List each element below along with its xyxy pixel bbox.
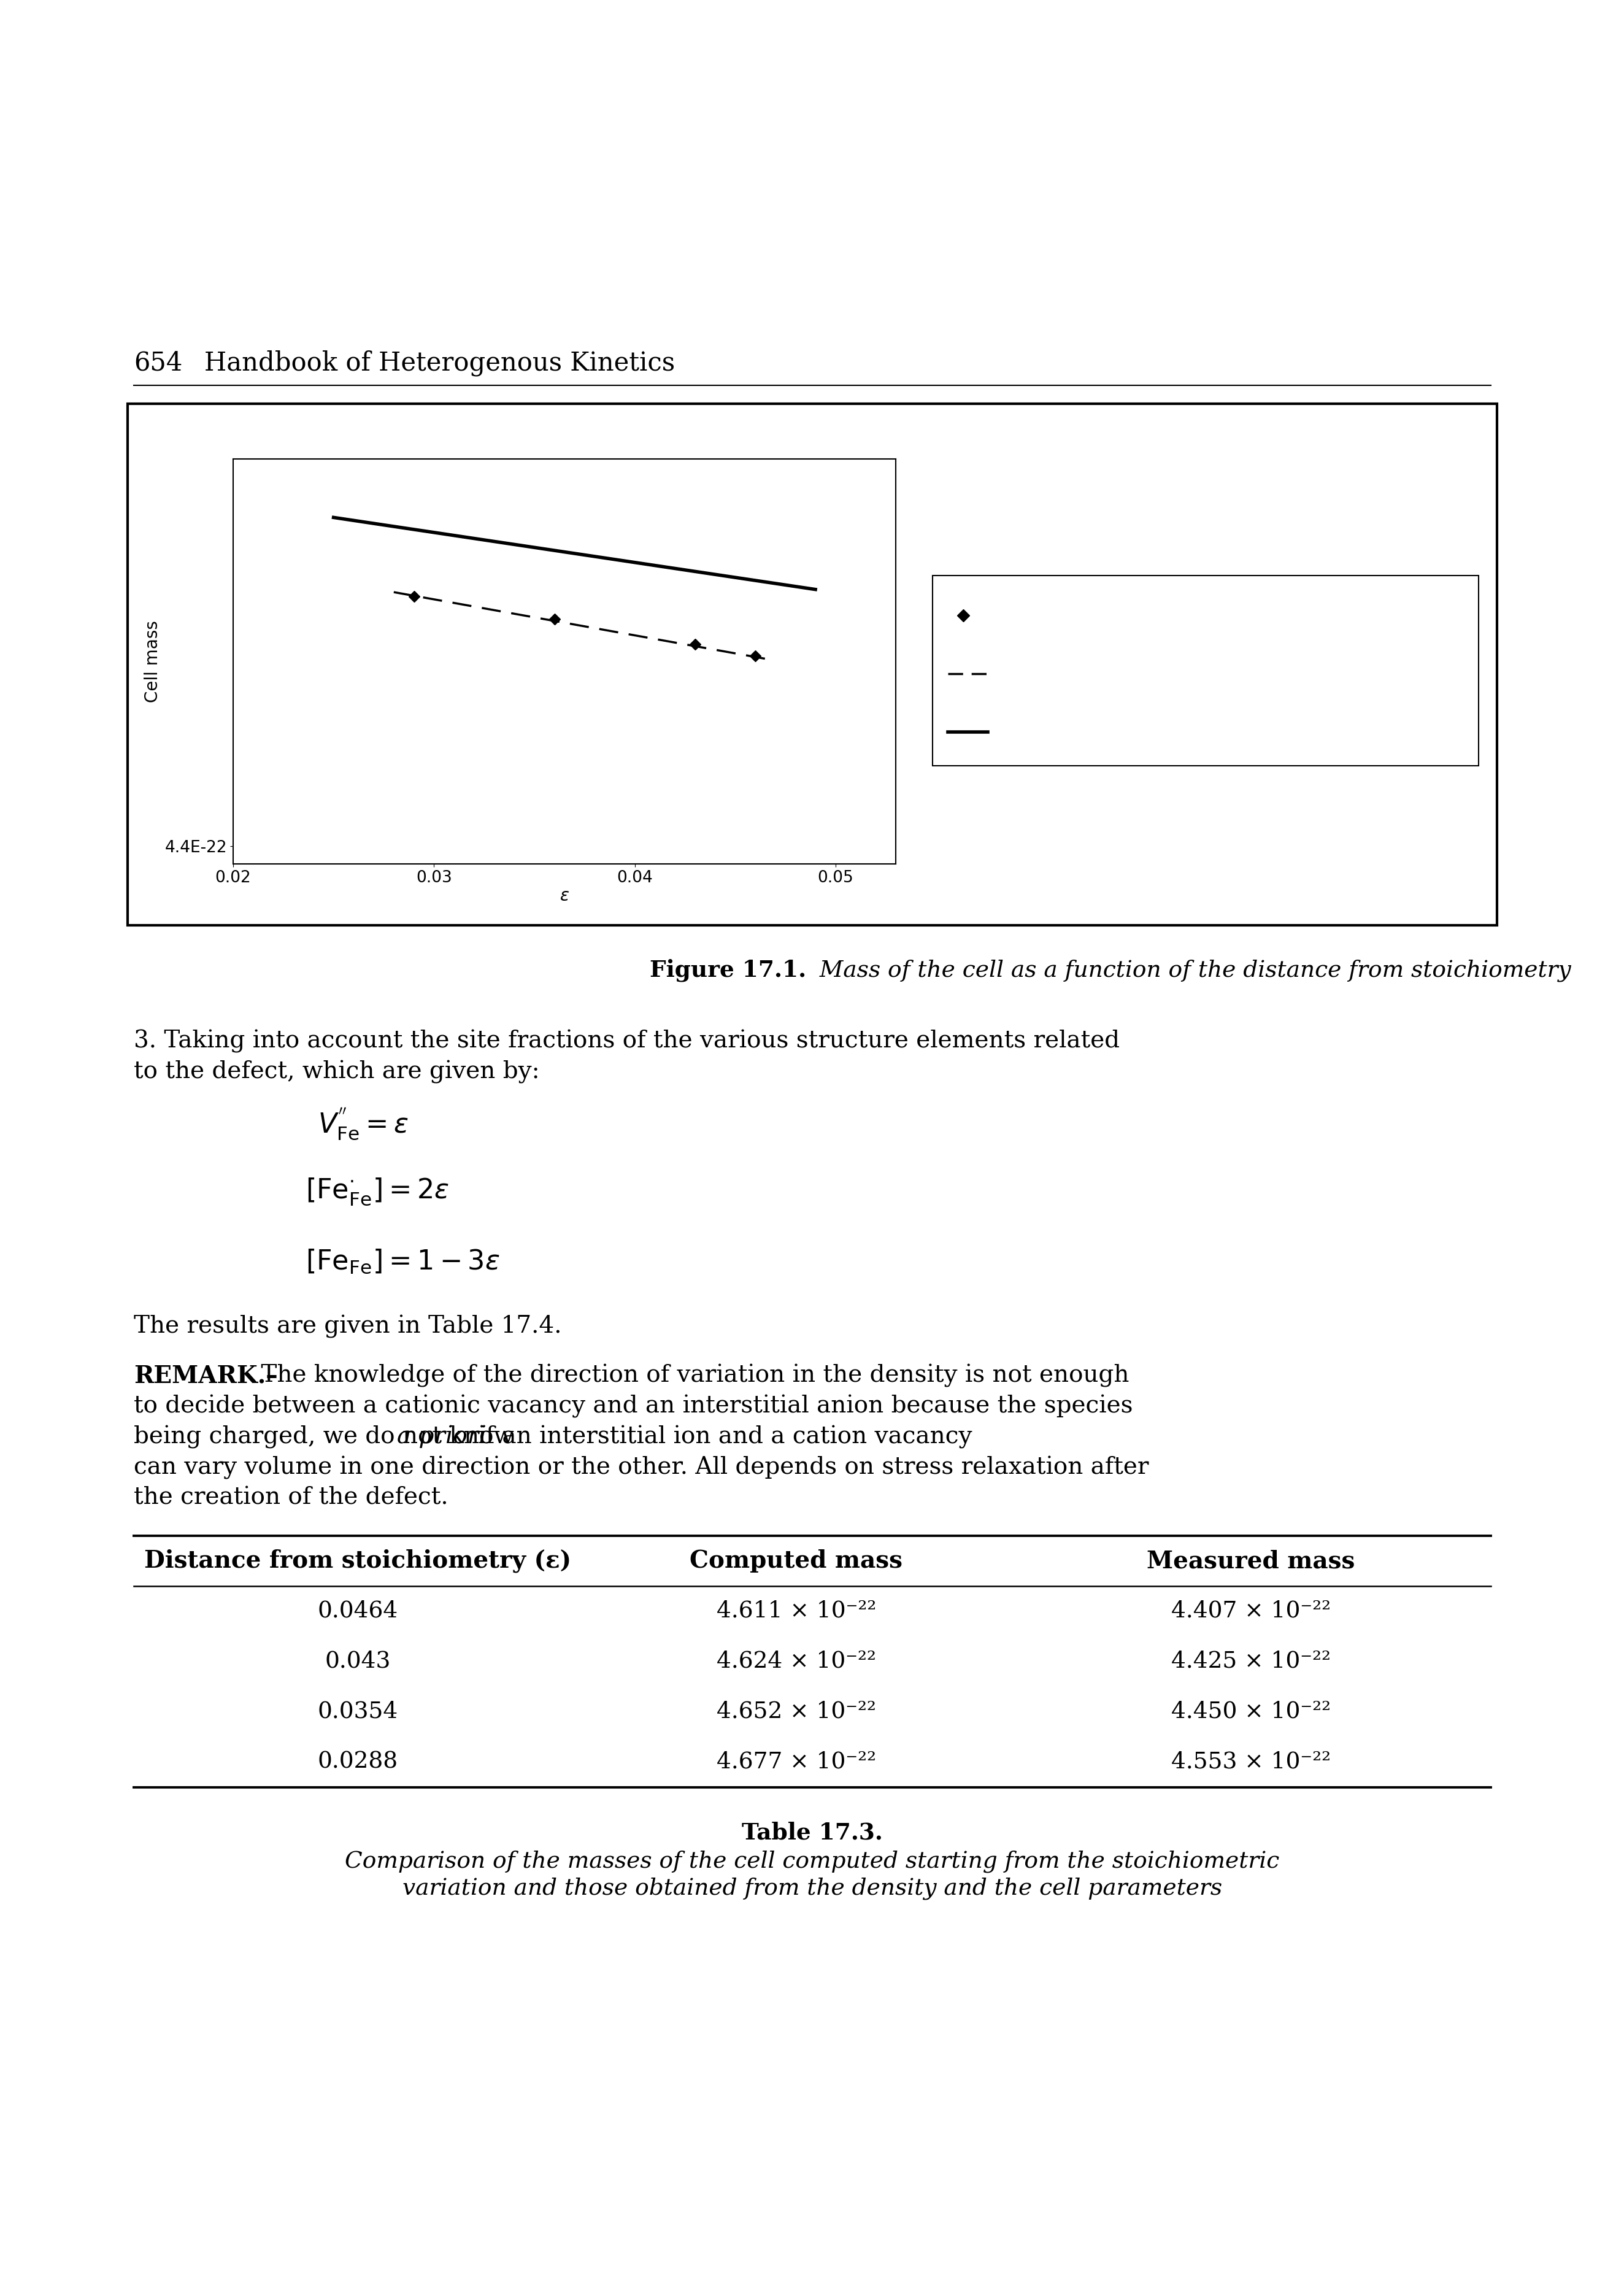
Text: Distance from stoichiometry (ε): Distance from stoichiometry (ε) (145, 1550, 572, 1573)
Text: 4.677 × 10⁻²²: 4.677 × 10⁻²² (716, 1752, 877, 1773)
Text: The knowledge of the direction of variation in the density is not enough: The knowledge of the direction of variat… (253, 1364, 1129, 1387)
Text: Comparison of the masses of the cell computed starting from the stoichiometric: Comparison of the masses of the cell com… (344, 1851, 1280, 1874)
Text: 4.425 × 10⁻²²: 4.425 × 10⁻²² (1171, 1651, 1330, 1671)
Text: 4.553 × 10⁻²²: 4.553 × 10⁻²² (1171, 1752, 1330, 1773)
X-axis label: $\varepsilon$: $\varepsilon$ (560, 889, 570, 905)
Text: to the defect, which are given by:: to the defect, which are given by: (133, 1061, 539, 1084)
Y-axis label: Cell mass: Cell mass (145, 620, 161, 703)
Text: True line: True line (1000, 721, 1101, 742)
Text: $\left[\mathrm{Fe}_{\mathrm{Fe}}^{\cdot}\right] = 2\varepsilon$: $\left[\mathrm{Fe}_{\mathrm{Fe}}^{\cdot}… (305, 1178, 448, 1208)
Text: Figure 17.1.: Figure 17.1. (650, 960, 806, 983)
Text: $V_{\mathrm{Fe}}^{''} = \varepsilon$: $V_{\mathrm{Fe}}^{''} = \varepsilon$ (318, 1107, 409, 1141)
Text: 0.0354: 0.0354 (317, 1701, 398, 1722)
Text: 4.407 × 10⁻²²: 4.407 × 10⁻²² (1171, 1600, 1330, 1623)
Text: 0.0464: 0.0464 (317, 1600, 398, 1623)
Text: variation and those obtained from the density and the cell parameters: variation and those obtained from the de… (403, 1878, 1223, 1899)
Text: 4.652 × 10⁻²²: 4.652 × 10⁻²² (716, 1701, 875, 1722)
Text: 4.450 × 10⁻²²: 4.450 × 10⁻²² (1171, 1701, 1330, 1722)
Text: Handbook of Heterogenous Kinetics: Handbook of Heterogenous Kinetics (205, 349, 676, 377)
Text: Computed mass: Computed mass (690, 1550, 903, 1573)
Text: being charged, we do not know: being charged, we do not know (133, 1426, 521, 1449)
Text: 4.611 × 10⁻²²: 4.611 × 10⁻²² (716, 1600, 877, 1623)
Text: Table 17.3.: Table 17.3. (742, 1821, 883, 1844)
Text: Mass of the cell as a function of the distance from stoichiometry: Mass of the cell as a function of the di… (812, 960, 1570, 980)
Text: 4.624 × 10⁻²²: 4.624 × 10⁻²² (716, 1651, 875, 1671)
Bar (128, 404, 1497, 925)
Text: 0.043: 0.043 (325, 1651, 391, 1671)
Text: Fitting line: Fitting line (1000, 664, 1124, 684)
Bar (932, 576, 1478, 767)
Text: Measured mass: Measured mass (1147, 1550, 1354, 1573)
Text: if an interstitial ion and a cation vacancy: if an interstitial ion and a cation vaca… (471, 1426, 973, 1449)
Text: Experiment: Experiment (1000, 604, 1130, 627)
Text: The results are given in Table 17.4.: The results are given in Table 17.4. (133, 1316, 562, 1339)
Text: 654: 654 (133, 349, 182, 377)
Text: a priori: a priori (396, 1426, 486, 1449)
Text: REMARK.–: REMARK.– (133, 1364, 278, 1387)
Text: 3. Taking into account the site fractions of the various structure elements rela: 3. Taking into account the site fraction… (133, 1029, 1121, 1054)
Text: 0.0288: 0.0288 (317, 1752, 398, 1773)
Text: to decide between a cationic vacancy and an interstitial anion because the speci: to decide between a cationic vacancy and… (133, 1394, 1134, 1419)
Text: $\left[\mathrm{Fe}_{\mathrm{Fe}}\right] = 1 - 3\varepsilon$: $\left[\mathrm{Fe}_{\mathrm{Fe}}\right] … (305, 1247, 500, 1274)
Text: can vary volume in one direction or the other. All depends on stress relaxation : can vary volume in one direction or the … (133, 1456, 1148, 1479)
Text: the creation of the defect.: the creation of the defect. (133, 1488, 448, 1508)
